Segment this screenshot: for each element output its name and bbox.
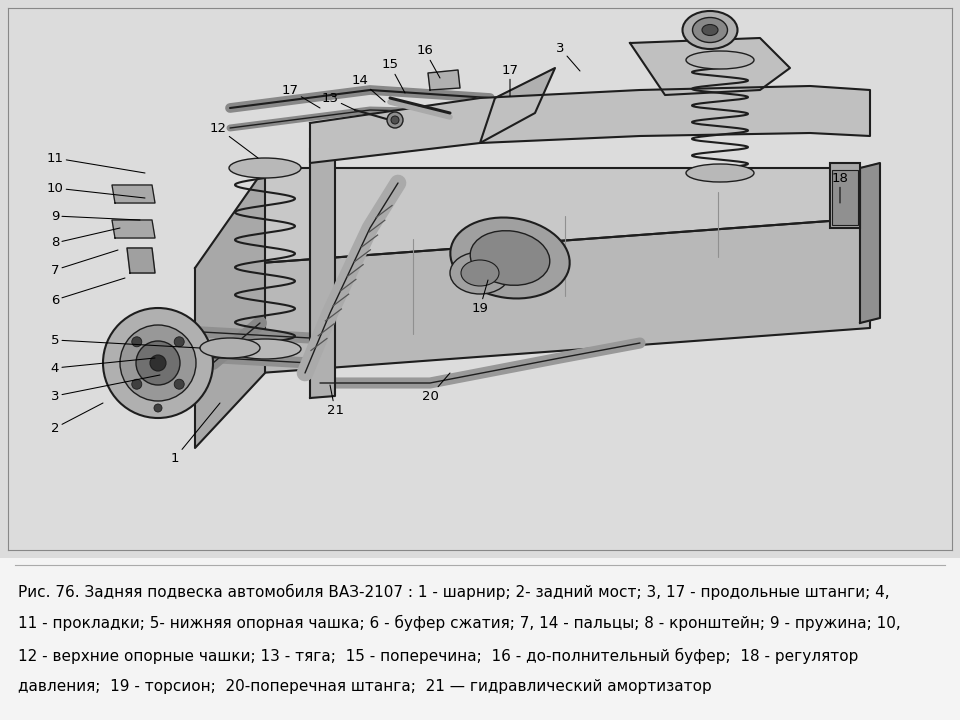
Ellipse shape [702, 24, 718, 35]
Text: 5: 5 [51, 333, 200, 348]
Text: 3: 3 [51, 375, 160, 402]
Text: 12 - верхние опорные чашки; 13 - тяга;  15 - поперечина;  16 - до-полнительный б: 12 - верхние опорные чашки; 13 - тяга; 1… [18, 648, 858, 664]
Circle shape [154, 404, 162, 412]
Text: 1: 1 [171, 403, 220, 464]
Text: 10: 10 [47, 181, 145, 198]
Text: 21: 21 [326, 385, 344, 416]
Polygon shape [310, 86, 870, 163]
Circle shape [174, 379, 184, 390]
Text: 6: 6 [51, 278, 125, 307]
Polygon shape [428, 70, 460, 90]
Ellipse shape [229, 158, 301, 178]
Text: давления;  19 - торсион;  20-поперечная штанга;  21 — гидравлический амортизатор: давления; 19 - торсион; 20-поперечная шт… [18, 680, 711, 695]
Text: 13: 13 [322, 91, 355, 110]
Polygon shape [860, 163, 880, 323]
Ellipse shape [229, 339, 301, 359]
Text: 11 - прокладки; 5- нижняя опорная чашка; 6 - буфер сжатия; 7, 14 - пальцы; 8 - к: 11 - прокладки; 5- нижняя опорная чашка;… [18, 615, 900, 631]
Circle shape [150, 355, 166, 371]
Polygon shape [310, 123, 335, 398]
Text: 7: 7 [51, 250, 118, 276]
Polygon shape [260, 218, 870, 373]
Text: 16: 16 [417, 45, 440, 78]
Circle shape [387, 112, 403, 128]
Text: 19: 19 [471, 280, 489, 315]
Text: 9: 9 [51, 210, 140, 222]
Text: 2: 2 [51, 403, 103, 434]
Text: 12: 12 [209, 122, 258, 158]
Bar [832, 170, 858, 225]
Polygon shape [112, 220, 155, 238]
Ellipse shape [683, 11, 737, 49]
Circle shape [391, 116, 399, 124]
Text: 17: 17 [281, 84, 320, 108]
Text: 14: 14 [351, 73, 385, 102]
Ellipse shape [470, 230, 550, 285]
Text: 20: 20 [421, 373, 450, 402]
Polygon shape [127, 248, 155, 273]
Polygon shape [260, 168, 870, 263]
Bar [830, 163, 860, 228]
Text: 8: 8 [51, 228, 120, 250]
Text: 15: 15 [381, 58, 405, 93]
Circle shape [174, 337, 184, 347]
Circle shape [132, 379, 142, 390]
Text: 3: 3 [556, 42, 580, 71]
Polygon shape [112, 185, 155, 203]
Circle shape [120, 325, 196, 401]
Ellipse shape [686, 51, 754, 69]
Ellipse shape [686, 164, 754, 182]
Circle shape [136, 341, 180, 385]
Ellipse shape [461, 260, 499, 286]
Text: 4: 4 [51, 358, 155, 374]
Text: Рис. 76. Задняя подвеска автомобиля ВАЗ-2107 : 1 - шарнир; 2- задний мост; 3, 17: Рис. 76. Задняя подвеска автомобиля ВАЗ-… [18, 584, 890, 600]
Ellipse shape [450, 252, 510, 294]
Ellipse shape [450, 217, 569, 299]
Circle shape [103, 308, 213, 418]
Polygon shape [195, 168, 265, 448]
Polygon shape [480, 68, 555, 143]
Text: 11: 11 [46, 151, 145, 173]
Text: 18: 18 [831, 171, 849, 203]
Ellipse shape [200, 338, 260, 358]
Circle shape [132, 337, 142, 347]
Polygon shape [630, 38, 790, 95]
Text: 17: 17 [501, 63, 518, 96]
Ellipse shape [692, 17, 728, 42]
